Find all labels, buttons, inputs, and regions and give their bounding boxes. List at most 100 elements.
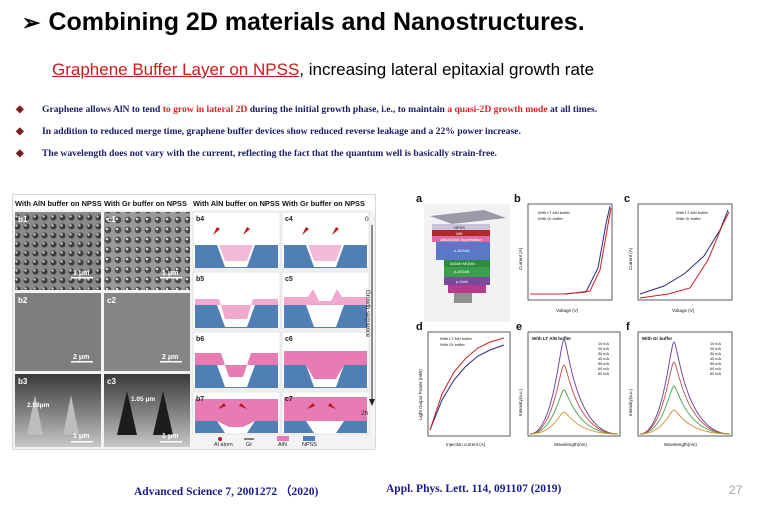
x-axis-label: Injection current (A) xyxy=(446,442,486,447)
panel-label: b1 xyxy=(18,215,28,224)
panel-letter: d xyxy=(416,321,423,333)
x-axis-label: Voltage (V) xyxy=(672,308,695,313)
schematic-panels: b4 c4 b5 c5 b6 c6 b7 c7 xyxy=(192,211,370,435)
right-figure: a b c d e f NPSS AlN AlN/AlGaN Superlatt… xyxy=(414,190,740,452)
y-axis-label: Current (A) xyxy=(518,247,523,270)
legend-label: 50 mA xyxy=(598,362,609,366)
slide-subtitle: Graphene Buffer Layer on NPSS, increasin… xyxy=(52,60,594,80)
panel-label: b7 xyxy=(196,396,204,403)
column-headers: With AlN buffer on NPSS With Gr buffer o… xyxy=(13,195,375,210)
legend-label: 10 mA xyxy=(598,342,609,346)
col-header: With Gr buffer on NPSS xyxy=(104,199,187,208)
panel-letter: f xyxy=(626,321,630,333)
panel-label: c2 xyxy=(107,296,116,305)
legend-label: Gr xyxy=(246,442,252,448)
diamond-bullet-icon: ◆ xyxy=(16,148,24,159)
legend-label: 80 mA xyxy=(710,372,721,376)
legend-label: With LT AlN buffer xyxy=(440,336,473,341)
sem-image-c2 xyxy=(104,293,190,371)
subtitle-link[interactable]: Graphene Buffer Layer on NPSS xyxy=(52,60,300,79)
slide-title: ➢ Combining 2D materials and Nanostructur… xyxy=(22,8,585,37)
legend-label: With LT AlN buffer xyxy=(538,210,571,215)
device-schematic: NPSS AlN AlN/AlGaN Superlattice n-AlGaN … xyxy=(424,204,510,322)
scale-bar-label: 1 μm xyxy=(162,433,178,440)
legend-label: With Gr buffer xyxy=(538,216,563,221)
layer-label: AlN xyxy=(456,231,463,236)
panel-label: b5 xyxy=(196,276,204,283)
legend-label: 50 mA xyxy=(710,362,721,366)
bullet-text: Graphene allows AlN to tend xyxy=(42,104,163,115)
panel-label: b4 xyxy=(196,216,204,223)
plot-title: With Gr buffer xyxy=(642,336,672,341)
axis-start-label: 0 xyxy=(365,216,369,223)
axis-end-label: 2h xyxy=(361,410,369,417)
growth-sequence-axis: 0 2h Growth sequence xyxy=(361,216,375,417)
right-figure-svg: a b c d e f NPSS AlN AlN/AlGaN Superlatt… xyxy=(416,193,733,447)
left-figure: With AlN buffer on NPSS With Gr buffer o… xyxy=(12,194,376,450)
scale-bar-label: 2 μm xyxy=(162,354,178,361)
bullet-highlight: a quasi-2D growth mode xyxy=(447,104,548,115)
diamond-bullet-icon: ◆ xyxy=(16,126,24,137)
panel-label: c7 xyxy=(285,396,293,403)
col-header: With AlN buffer on NPSS xyxy=(15,199,102,208)
sem-image-b2 xyxy=(15,293,101,371)
reference-1: Advanced Science 7, 2001272 （2020) xyxy=(134,486,319,498)
scale-bar-label: 1 μm xyxy=(162,270,178,277)
slide-title-text: Combining 2D materials and Nanostructure… xyxy=(48,8,585,36)
bullet-text: at all times. xyxy=(547,104,598,115)
panel-letter: e xyxy=(516,321,522,333)
panel-letter: b xyxy=(514,193,521,205)
panel-label: c3 xyxy=(107,377,116,386)
layer-label: p-GaN xyxy=(456,279,468,284)
panel-label: b3 xyxy=(18,377,28,386)
legend-label: 60 mA xyxy=(710,367,721,371)
spectra-plot-gr: With Gr buffer 10 mA 20 mA 30 mA 40 mA 5… xyxy=(628,331,733,447)
legend-label: With Gr buffer xyxy=(440,342,465,347)
panel-label: b2 xyxy=(18,296,28,305)
x-axis-label: Wavelength(nm) xyxy=(554,442,587,447)
col-header: With AlN buffer on NPSS xyxy=(193,199,280,208)
legend-label: 20 mA xyxy=(598,347,609,351)
left-figure-svg: With AlN buffer on NPSS With Gr buffer o… xyxy=(13,195,375,448)
legend-label: NPSS xyxy=(302,442,317,448)
layer-label: AlN/AlGaN Superlattice xyxy=(440,237,482,242)
axis-title: Growth sequence xyxy=(364,290,370,338)
legend-label: 40 mA xyxy=(598,357,609,361)
panel-label: c6 xyxy=(285,336,293,343)
schematic-legend: Al atom Gr AlN NPSS xyxy=(214,436,317,448)
x-axis-label: Voltage (V) xyxy=(556,308,579,313)
iv-log-plot: With LT AlN buffer With Gr buffer Voltag… xyxy=(628,203,733,313)
scale-bar-label: 2 μm xyxy=(73,354,89,361)
legend-label: With Gr buffer xyxy=(676,216,701,221)
panel-label: b6 xyxy=(196,336,204,343)
bullet-list: ◆ Graphene allows AlN to tend to grow in … xyxy=(14,104,754,170)
panel-letter: c xyxy=(624,193,630,205)
bullet-text: The wavelength does not vary with the cu… xyxy=(42,148,497,159)
layer-label: NPSS xyxy=(454,225,465,230)
bullet-text: during the initial growth phase, i.e., t… xyxy=(247,104,448,115)
legend-label: AlN xyxy=(278,442,287,448)
measurement-label: 1.05 μm xyxy=(131,396,155,403)
power-plot: With LT AlN buffer With Gr buffer Inject… xyxy=(418,331,511,447)
subtitle-rest: , increasing lateral epitaxial growth ra… xyxy=(299,60,595,79)
diamond-bullet-icon: ◆ xyxy=(16,104,24,115)
legend-label: 20 mA xyxy=(710,347,721,351)
legend-label: 30 mA xyxy=(598,352,609,356)
scale-bar-label: 1 μm xyxy=(73,433,89,440)
x-axis-label: Wavelength(nm) xyxy=(664,442,697,447)
bullet-highlight: to grow in lateral 2D xyxy=(162,104,248,115)
bullet-text: In addition to reduced merge time, graph… xyxy=(42,126,521,137)
legend-label: 30 mA xyxy=(710,352,721,356)
legend-label: Al atom xyxy=(214,442,233,448)
y-axis-label: Intensity(a.u.) xyxy=(628,388,633,416)
legend-label: 10 mA xyxy=(710,342,721,346)
measurement-label: 2.58μm xyxy=(27,402,50,409)
panel-letter: a xyxy=(416,193,423,205)
spectra-plot-aln: With LT AlN buffer 10 mA 20 mA 30 mA 40 … xyxy=(518,331,621,447)
reference-2: Appl. Phys. Lett. 114, 091107 (2019) xyxy=(386,483,562,495)
legend-label: 80 mA xyxy=(598,372,609,376)
plot-title: With LT AlN buffer xyxy=(532,336,571,341)
y-axis-label: Intensity(a.u.) xyxy=(518,388,523,416)
y-axis-label: Light Output Power (mW) xyxy=(418,369,423,420)
legend-label: With LT AlN buffer xyxy=(676,210,709,215)
